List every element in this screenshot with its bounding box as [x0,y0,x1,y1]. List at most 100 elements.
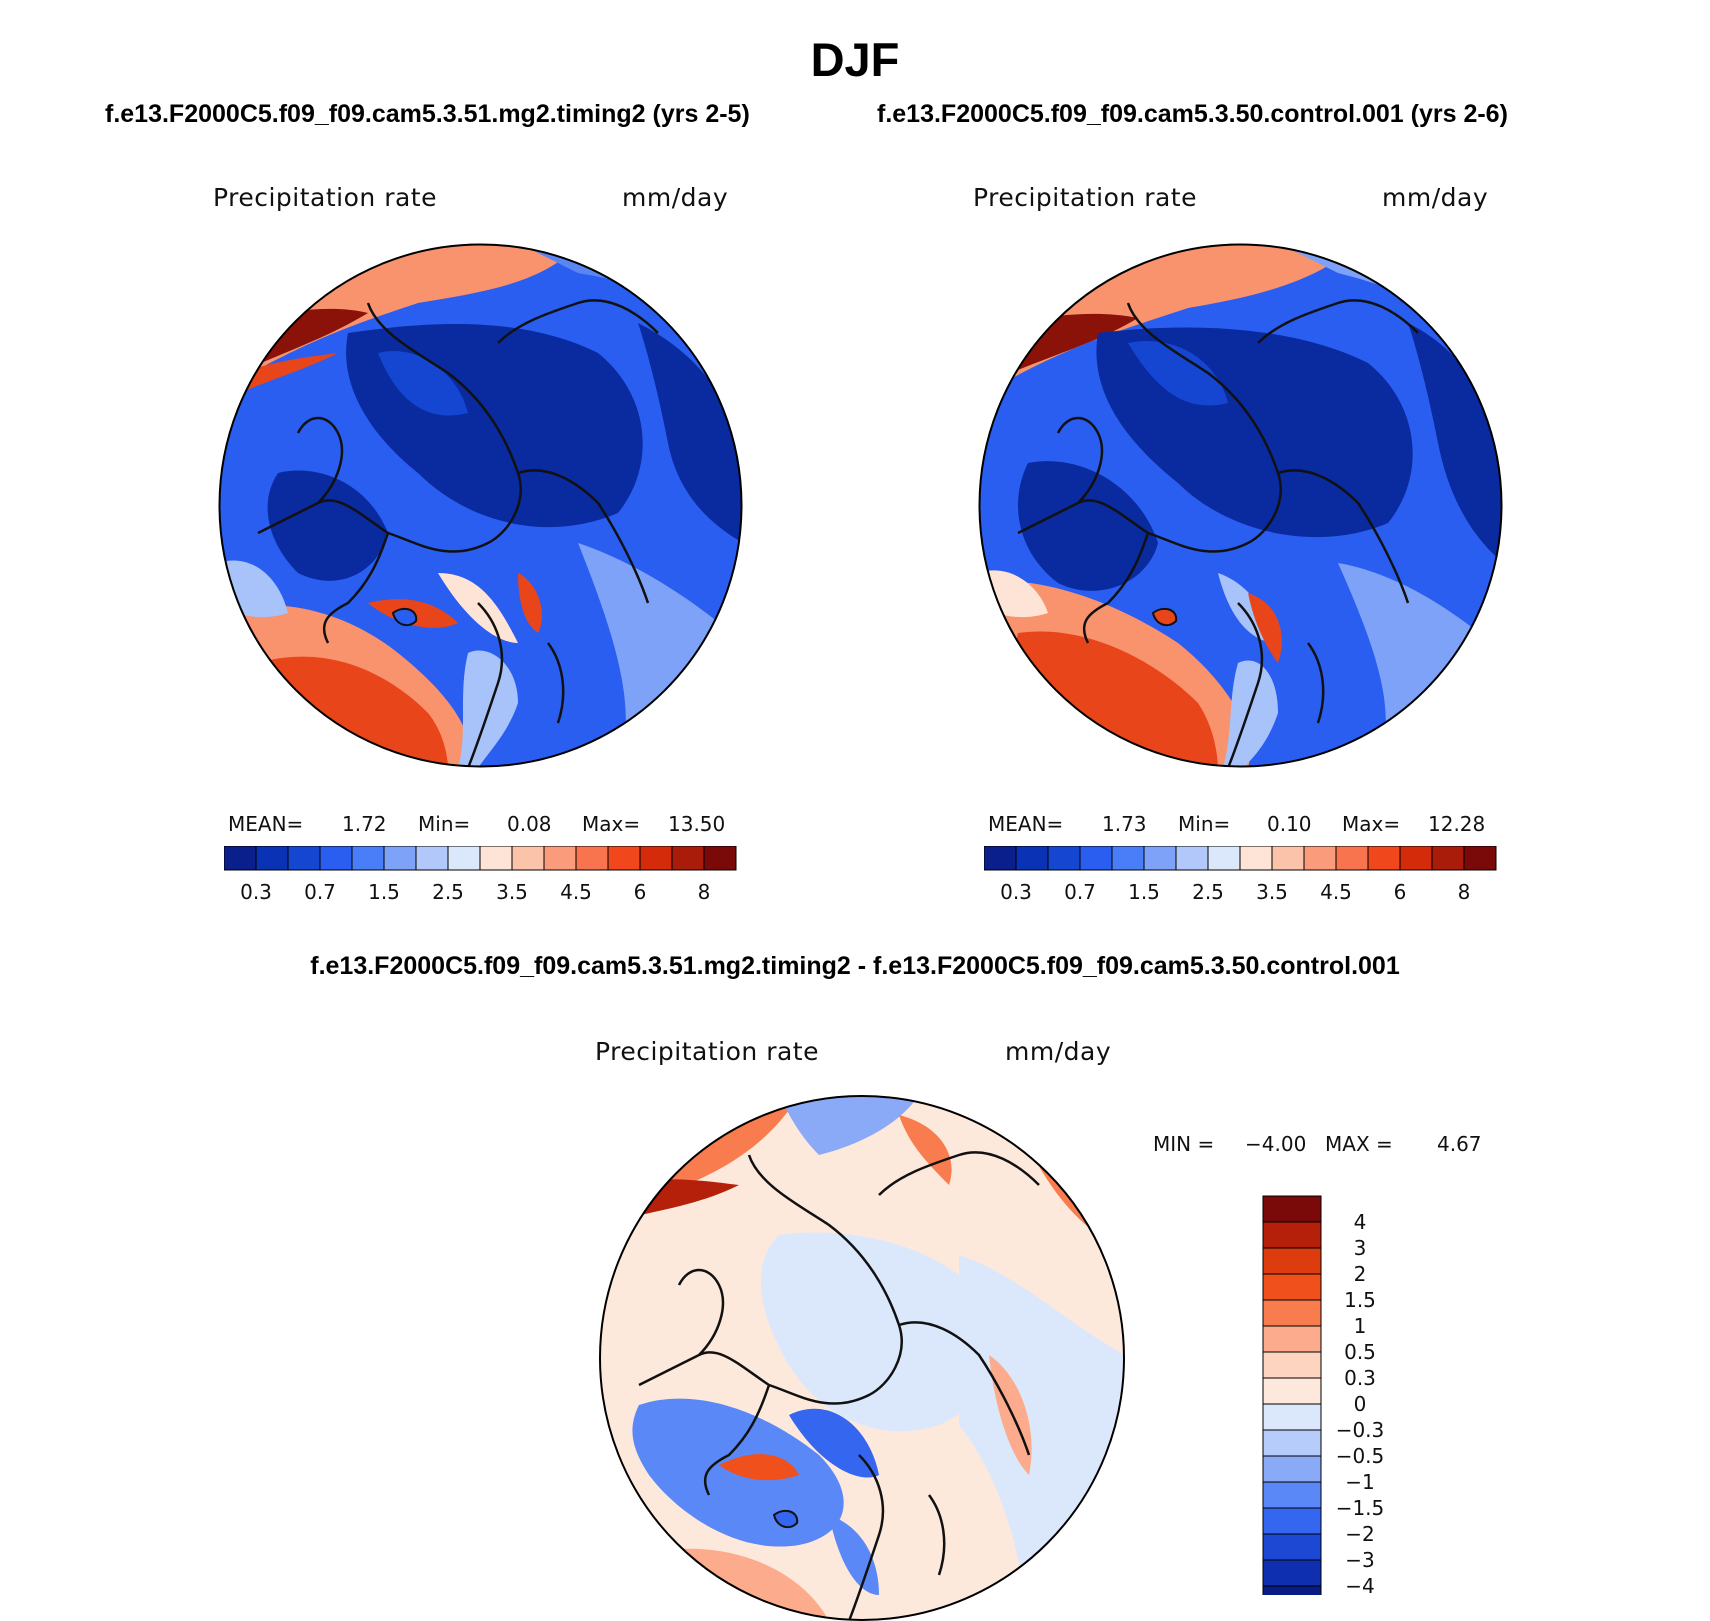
colorbar-difference-tick-label: 4 [1354,1210,1367,1234]
colorbar-left-swatch [383,846,417,871]
colorbar-difference-tick-label: −4 [1345,1574,1374,1595]
colorbar-left-swatch [479,846,513,871]
colorbar-right-swatch [984,846,1017,871]
colorbar-left-swatch [224,846,257,871]
colorbar-left-swatch [607,846,641,871]
colorbar-difference-tick-label: −3 [1345,1548,1374,1572]
colorbar-difference-tick-label: 2 [1354,1262,1367,1286]
map-difference-precip [599,1095,1125,1621]
colorbar-left-tick-label: 6 [634,880,647,904]
colorbar-left-tick-label: 0.3 [240,880,272,904]
colorbar-difference-tick-label: −0.5 [1336,1444,1385,1468]
colorbar-difference-swatch [1262,1585,1322,1595]
colorbar-left-swatch [543,846,577,871]
colorbar-left-swatch [511,846,545,871]
colorbar-difference-tick-label: 0.3 [1344,1366,1376,1390]
colorbar-left-swatch [447,846,481,871]
colorbar-difference-swatch [1262,1481,1322,1509]
colorbar-right-swatch [1271,846,1305,871]
colorbar-left-swatch [351,846,385,871]
panel-right-min: 0.10 [1267,812,1312,836]
colorbar-left-swatch [703,846,737,871]
colorbar-left-swatch [415,846,449,871]
panel-right-mean: 1.73 [1102,812,1147,836]
colorbar-left-tick-label: 3.5 [496,880,528,904]
colorbar-right-swatch [1431,846,1465,871]
panel-left-max: 13.50 [668,812,726,836]
colorbar-difference-tick-label: 0.5 [1344,1340,1376,1364]
colorbar-difference-swatch [1262,1533,1322,1561]
colorbar-left-tick-label: 8 [698,880,711,904]
colorbar-difference-swatch [1262,1429,1322,1457]
colorbar-left-swatch [319,846,353,871]
colorbar-left-tick-label: 4.5 [560,880,592,904]
panel-left-variable: Precipitation rate [213,183,437,212]
colorbar-left-swatch [575,846,609,871]
colorbar-difference-swatch [1262,1325,1322,1353]
colorbar-left-tick-label: 2.5 [432,880,464,904]
panel-right-case-title: f.e13.F2000C5.f09_f09.cam5.3.50.control.… [877,100,1508,128]
colorbar-right-tick-label: 0.7 [1064,880,1096,904]
colorbar-difference-tick-label: −1 [1345,1470,1374,1494]
colorbar-difference-swatch [1262,1195,1322,1223]
colorbar-right-tick-label: 3.5 [1256,880,1288,904]
panel-right-max-label: Max= [1342,812,1401,836]
panel-right-variable: Precipitation rate [973,183,1197,212]
colorbar-difference-tick-label: −1.5 [1336,1496,1385,1520]
colorbar-right-swatch [1239,846,1273,871]
colorbar-right: 0.3 0.7 1.5 2.5 3.5 4.5 6 8 [984,846,1497,904]
panel-left-mean: 1.72 [342,812,387,836]
panel-right-units: mm/day [1382,183,1489,212]
panel-right-max: 12.28 [1428,812,1486,836]
colorbar-difference-swatch [1262,1273,1322,1301]
colorbar-left-tick-label: 1.5 [368,880,400,904]
colorbar-left: 0.3 0.7 1.5 2.5 3.5 4.5 6 8 [224,846,737,904]
panel-left-min: 0.08 [507,812,552,836]
colorbar-right-swatch [1335,846,1369,871]
colorbar-difference-swatch [1262,1299,1322,1327]
colorbar-right-swatch [1303,846,1337,871]
colorbar-right-swatch [1207,846,1241,871]
colorbar-left-swatch [639,846,673,871]
colorbar-difference-swatch [1262,1377,1322,1405]
difference-min: −4.00 [1245,1132,1307,1156]
difference-title: f.e13.F2000C5.f09_f09.cam5.3.51.mg2.timi… [310,952,1400,980]
colorbar-right-swatch [1367,846,1401,871]
colorbar-left-swatch [287,846,321,871]
colorbar-right-swatch [1047,846,1081,871]
colorbar-right-swatch [1399,846,1433,871]
difference-max: 4.67 [1437,1132,1482,1156]
colorbar-difference-swatch [1262,1351,1322,1379]
colorbar-difference-swatch [1262,1247,1322,1275]
colorbar-right-swatch [1175,846,1209,871]
colorbar-right-tick-label: 8 [1458,880,1471,904]
colorbar-right-tick-label: 6 [1394,880,1407,904]
colorbar-right-swatch [1015,846,1049,871]
page-title: DJF [810,33,900,86]
panel-left-mean-label: MEAN= [228,812,304,836]
colorbar-right-tick-label: 1.5 [1128,880,1160,904]
colorbar-difference-swatch [1262,1559,1322,1587]
panel-left-case-title: f.e13.F2000C5.f09_f09.cam5.3.51.mg2.timi… [105,100,750,128]
colorbar-left-swatch [255,846,289,871]
colorbar-left-swatch [671,846,705,871]
colorbar-difference-tick-label: 3 [1354,1236,1367,1260]
colorbar-difference-tick-label: 1.5 [1344,1288,1376,1312]
panel-right-mean-label: MEAN= [988,812,1064,836]
colorbar-difference-swatch [1262,1455,1322,1483]
colorbar-difference-swatch [1262,1221,1322,1249]
colorbar-difference-swatch [1262,1507,1322,1535]
colorbar-right-tick-label: 4.5 [1320,880,1352,904]
panel-right-min-label: Min= [1178,812,1231,836]
panel-left-min-label: Min= [418,812,471,836]
panel-left-max-label: Max= [582,812,641,836]
colorbar-right-swatch [1143,846,1177,871]
map-control-precip [978,243,1503,768]
colorbar-left-tick-label: 0.7 [304,880,336,904]
difference-variable: Precipitation rate [595,1037,819,1066]
colorbar-right-swatch [1111,846,1145,871]
colorbar-difference-tick-label: −2 [1345,1522,1374,1546]
colorbar-right-swatch [1463,846,1497,871]
colorbar-difference-tick-label: 0 [1354,1392,1367,1416]
